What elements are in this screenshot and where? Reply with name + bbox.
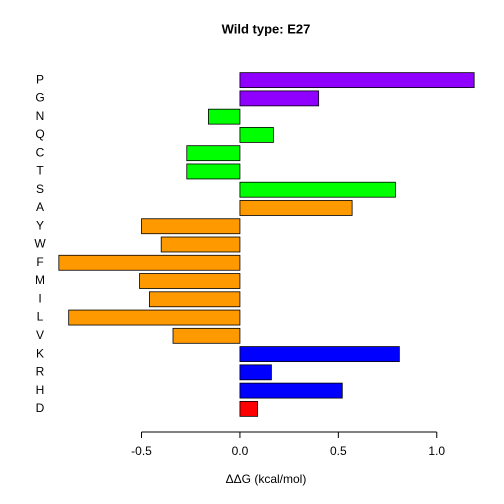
y-tick-label: D	[36, 401, 45, 415]
y-tick-label: A	[36, 200, 44, 214]
y-tick-label: R	[36, 365, 45, 379]
y-tick-label: K	[36, 346, 44, 360]
y-tick-label: L	[37, 310, 44, 324]
y-tick-label: I	[38, 291, 41, 305]
y-tick-label: V	[36, 328, 44, 342]
y-tick-label: Q	[35, 127, 44, 141]
y-tick-label: T	[36, 164, 44, 178]
y-tick-label: G	[35, 91, 44, 105]
bar	[172, 327, 241, 344]
bar	[239, 346, 400, 362]
bar	[239, 127, 274, 143]
y-tick-label: P	[36, 72, 44, 86]
bar	[239, 181, 396, 198]
bar	[141, 218, 241, 235]
bar	[139, 273, 241, 289]
y-tick-label: N	[36, 109, 45, 123]
y-tick-label: M	[35, 273, 45, 287]
x-tick-label: 0.5	[330, 444, 347, 458]
y-tick-label: C	[36, 145, 45, 159]
bar	[160, 236, 241, 253]
chart-title: Wild type: E27	[222, 21, 311, 36]
bar	[58, 254, 241, 271]
y-tick-label: H	[36, 383, 45, 397]
bar	[208, 108, 241, 125]
x-tick-label: 1.0	[428, 444, 445, 458]
bar	[186, 145, 241, 162]
y-tick-label: W	[34, 237, 46, 251]
bar	[148, 291, 241, 308]
bar	[239, 382, 343, 399]
bar	[239, 72, 475, 89]
y-tick-label: Y	[36, 218, 44, 232]
bar	[239, 90, 320, 107]
y-tick-label: F	[36, 255, 43, 269]
y-tick-label: S	[36, 182, 44, 196]
x-axis-label: ΔΔG (kcal/mol)	[226, 472, 307, 486]
bar	[68, 309, 241, 326]
bar	[239, 364, 272, 381]
x-tick-label: 0.0	[232, 444, 249, 458]
bar	[186, 163, 241, 180]
bar	[239, 200, 353, 216]
x-tick-label: -0.5	[131, 444, 152, 458]
bar	[239, 400, 259, 417]
